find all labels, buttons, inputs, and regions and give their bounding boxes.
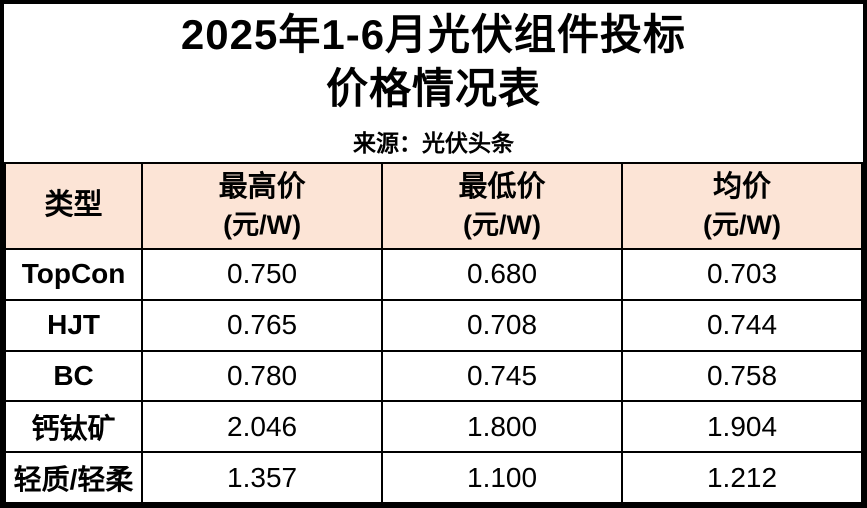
header-cell-max: 最高价 (元/W)	[141, 162, 384, 250]
header-label-min: 最低价	[458, 171, 546, 204]
table-row: BC 0.780 0.745 0.758	[4, 349, 863, 403]
row-label: 轻质/轻柔	[4, 451, 144, 504]
cell-avg-price: 1.904	[621, 400, 863, 454]
cell-avg-price: 0.703	[621, 248, 863, 301]
cell-max-price: 0.765	[141, 298, 384, 352]
page-title-line-2: 价格情况表	[325, 64, 541, 112]
header-unit-max: (元/W)	[223, 210, 302, 241]
header-cell-min: 最低价 (元/W)	[381, 162, 624, 250]
cell-min-price: 1.800	[381, 400, 624, 454]
row-label: BC	[4, 349, 144, 403]
cell-avg-price: 1.212	[621, 451, 863, 504]
cell-avg-price: 0.758	[621, 349, 863, 403]
header-label-max: 最高价	[218, 171, 306, 204]
source-attribution: 来源：光伏头条	[353, 130, 514, 157]
table-row: 钙钛矿 2.046 1.800 1.904	[4, 400, 863, 454]
cell-max-price: 0.780	[141, 349, 384, 403]
row-label: TopCon	[4, 248, 144, 301]
cell-max-price: 1.357	[141, 451, 384, 504]
cell-min-price: 1.100	[381, 451, 624, 504]
table-row: TopCon 0.750 0.680 0.703	[4, 248, 863, 301]
header-row: 类型 最高价 (元/W) 最低价 (元/W) 均价 (元/W)	[4, 162, 863, 250]
header-unit-min: (元/W)	[463, 210, 542, 241]
header-label-avg: 均价	[713, 171, 772, 204]
header-cell-avg: 均价 (元/W)	[621, 162, 863, 250]
page-title-line-1: 2025年1-6月光伏组件投标	[180, 10, 687, 58]
cell-max-price: 2.046	[141, 400, 384, 454]
row-label: 钙钛矿	[4, 400, 144, 454]
cell-avg-price: 0.744	[621, 298, 863, 352]
table-row: HJT 0.765 0.708 0.744	[4, 298, 863, 352]
table-row: 轻质/轻柔 1.357 1.100 1.212	[4, 451, 863, 504]
row-label: HJT	[4, 298, 144, 352]
cell-max-price: 0.750	[141, 248, 384, 301]
cell-min-price: 0.745	[381, 349, 624, 403]
header-unit-avg: (元/W)	[703, 210, 781, 241]
table-header: 类型 最高价 (元/W) 最低价 (元/W) 均价 (元/W)	[4, 162, 863, 250]
header-cell-type: 类型	[4, 162, 144, 250]
table-body: TopCon 0.750 0.680 0.703 HJT 0.765 0.708…	[4, 248, 863, 504]
title-area: 2025年1-6月光伏组件投标 价格情况表 来源：光伏头条	[4, 4, 863, 162]
cell-min-price: 0.708	[381, 298, 624, 352]
price-table: 类型 最高价 (元/W) 最低价 (元/W) 均价 (元/W) TopCon	[4, 162, 863, 504]
cell-min-price: 0.680	[381, 248, 624, 301]
header-label-type: 类型	[44, 189, 103, 222]
